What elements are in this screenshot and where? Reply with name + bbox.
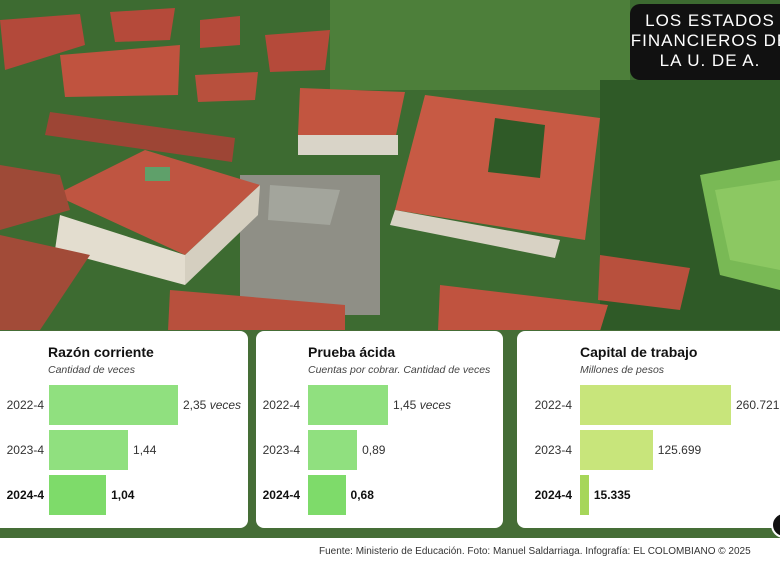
category-label: 2023-4 [534,443,572,457]
bar-mark [49,430,129,470]
value-label: 15.335 [593,488,631,502]
value-label: 1,44 [133,443,157,457]
chart-panel-capital-de-trabajo: Capital de trabajo Millones de pesos [517,331,780,528]
chart-title: Razón corriente [48,344,154,360]
campus-aerial-photo [0,0,780,538]
value-label: 125.699 [657,443,702,457]
bar-mark [49,475,107,515]
category-label: 2024-4 [534,488,572,502]
bar-mark [580,475,589,515]
bar-mark [308,430,358,470]
category-label: 2024-4 [6,488,44,502]
headline-box: LOS ESTADOS FINANCIEROS DE LA U. DE A. [630,4,780,80]
headline-line-1: LOS ESTADOS [645,11,775,30]
unit-label: veces [206,398,242,412]
category-label: 2024-4 [262,488,300,502]
category-label: 2022-4 [6,398,44,412]
chart-panel-razon-corriente: Razón corriente Cantidad de veces [0,331,248,528]
value-label: 260.721 [736,398,780,412]
unit-label: veces [416,398,452,412]
value-label: 0,89 [362,443,386,457]
bar-mark [49,385,178,425]
category-label: 2023-4 [6,443,44,457]
category-label: 2023-4 [262,443,300,457]
value-label: 0,68 [350,488,374,502]
category-label: 2022-4 [534,398,572,412]
footer: Fuente: Ministerio de Educación. Foto: M… [0,538,780,565]
bar-mark [580,430,653,470]
footer-credits: Fuente: Ministerio de Educación. Foto: M… [319,546,751,557]
chart-title: Capital de trabajo [580,344,698,360]
chart-subtitle: Cantidad de veces [48,364,135,376]
value-label: 1,04 [111,488,135,502]
bar-mark [580,385,731,425]
value-label: 1,45 veces [393,398,452,412]
category-label: 2022-4 [262,398,300,412]
chart-subtitle: Cuentas por cobrar. Cantidad de veces [308,364,491,376]
chart-panel-prueba-acida: Prueba ácida Cuentas por cobrar. Cantida… [256,331,503,528]
headline-line-3: LA U. DE A. [659,51,761,70]
headline-line-2: FINANCIEROS DE [630,31,780,50]
chart-subtitle: Millones de pesos [580,364,665,376]
value-label: 2,35 veces [183,398,242,412]
chart-title: Prueba ácida [308,344,396,360]
bar-mark [308,385,388,425]
bar-mark [308,475,346,515]
